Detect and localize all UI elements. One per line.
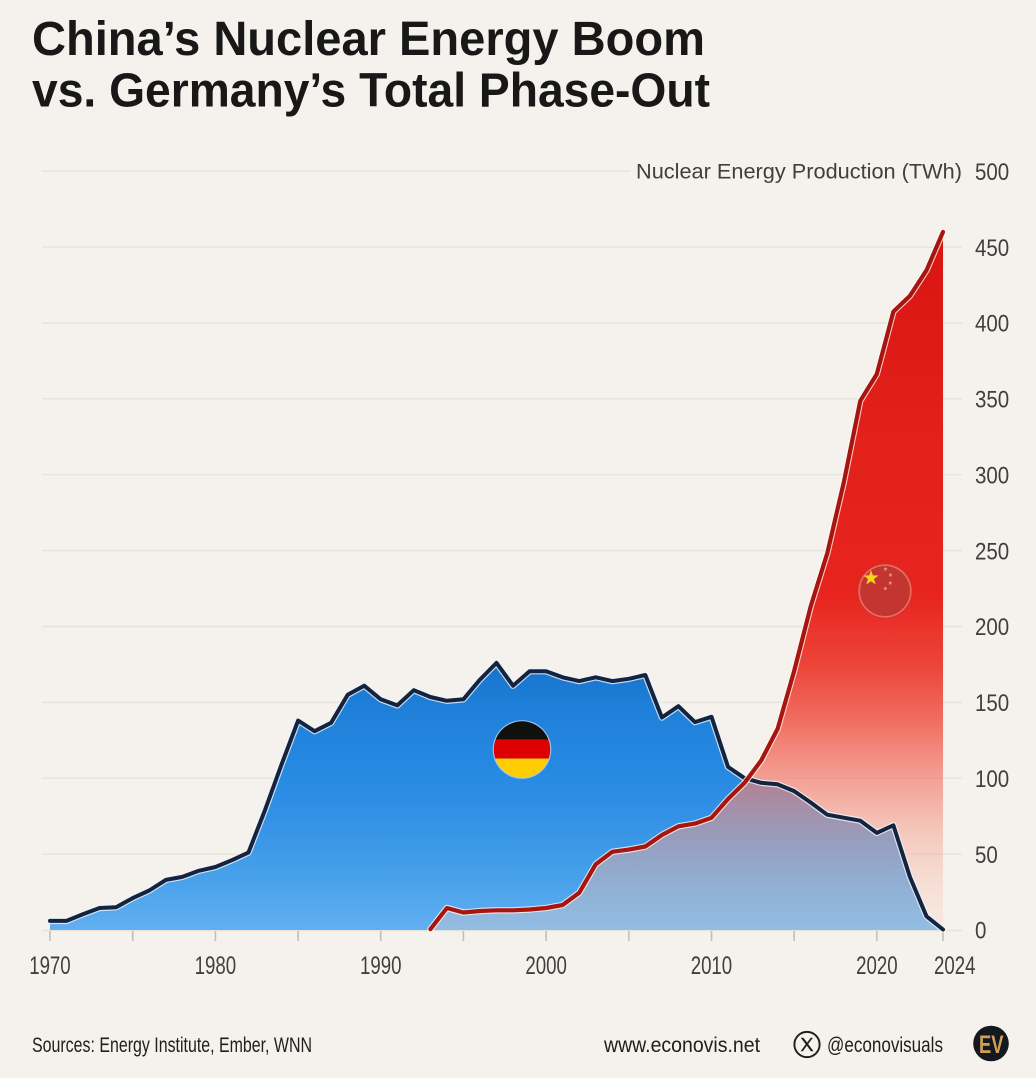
- svg-text:Sources: Energy Institute, Emb: Sources: Energy Institute, Ember, WNN: [32, 1034, 312, 1057]
- svg-text:2000: 2000: [525, 952, 567, 980]
- svg-text:450: 450: [975, 235, 1009, 262]
- svg-text:www.econovis.net: www.econovis.net: [603, 1034, 760, 1057]
- svg-text:vs. Germany’s Total Phase-Out: vs. Germany’s Total Phase-Out: [32, 65, 710, 118]
- svg-text:2010: 2010: [691, 952, 733, 980]
- svg-text:1990: 1990: [360, 952, 402, 980]
- svg-text:500: 500: [975, 159, 1009, 186]
- svg-text:350: 350: [975, 387, 1009, 414]
- svg-text:200: 200: [975, 614, 1009, 641]
- svg-text:150: 150: [975, 690, 1009, 717]
- svg-text:2024: 2024: [934, 952, 976, 980]
- svg-text:2020: 2020: [856, 952, 898, 980]
- svg-text:1980: 1980: [195, 952, 237, 980]
- svg-text:Nuclear Energy Production (TWh: Nuclear Energy Production (TWh): [636, 160, 962, 184]
- svg-text:50: 50: [975, 842, 998, 869]
- svg-text:100: 100: [975, 766, 1009, 793]
- svg-text:300: 300: [975, 462, 1009, 489]
- svg-text:China’s Nuclear Energy Boom: China’s Nuclear Energy Boom: [32, 13, 705, 66]
- svg-text:EV: EV: [979, 1031, 1004, 1059]
- svg-text:250: 250: [975, 538, 1009, 565]
- svg-text:400: 400: [975, 311, 1009, 338]
- svg-text:1970: 1970: [29, 952, 70, 980]
- svg-text:@econovisuals: @econovisuals: [827, 1034, 943, 1057]
- svg-text:0: 0: [975, 918, 986, 945]
